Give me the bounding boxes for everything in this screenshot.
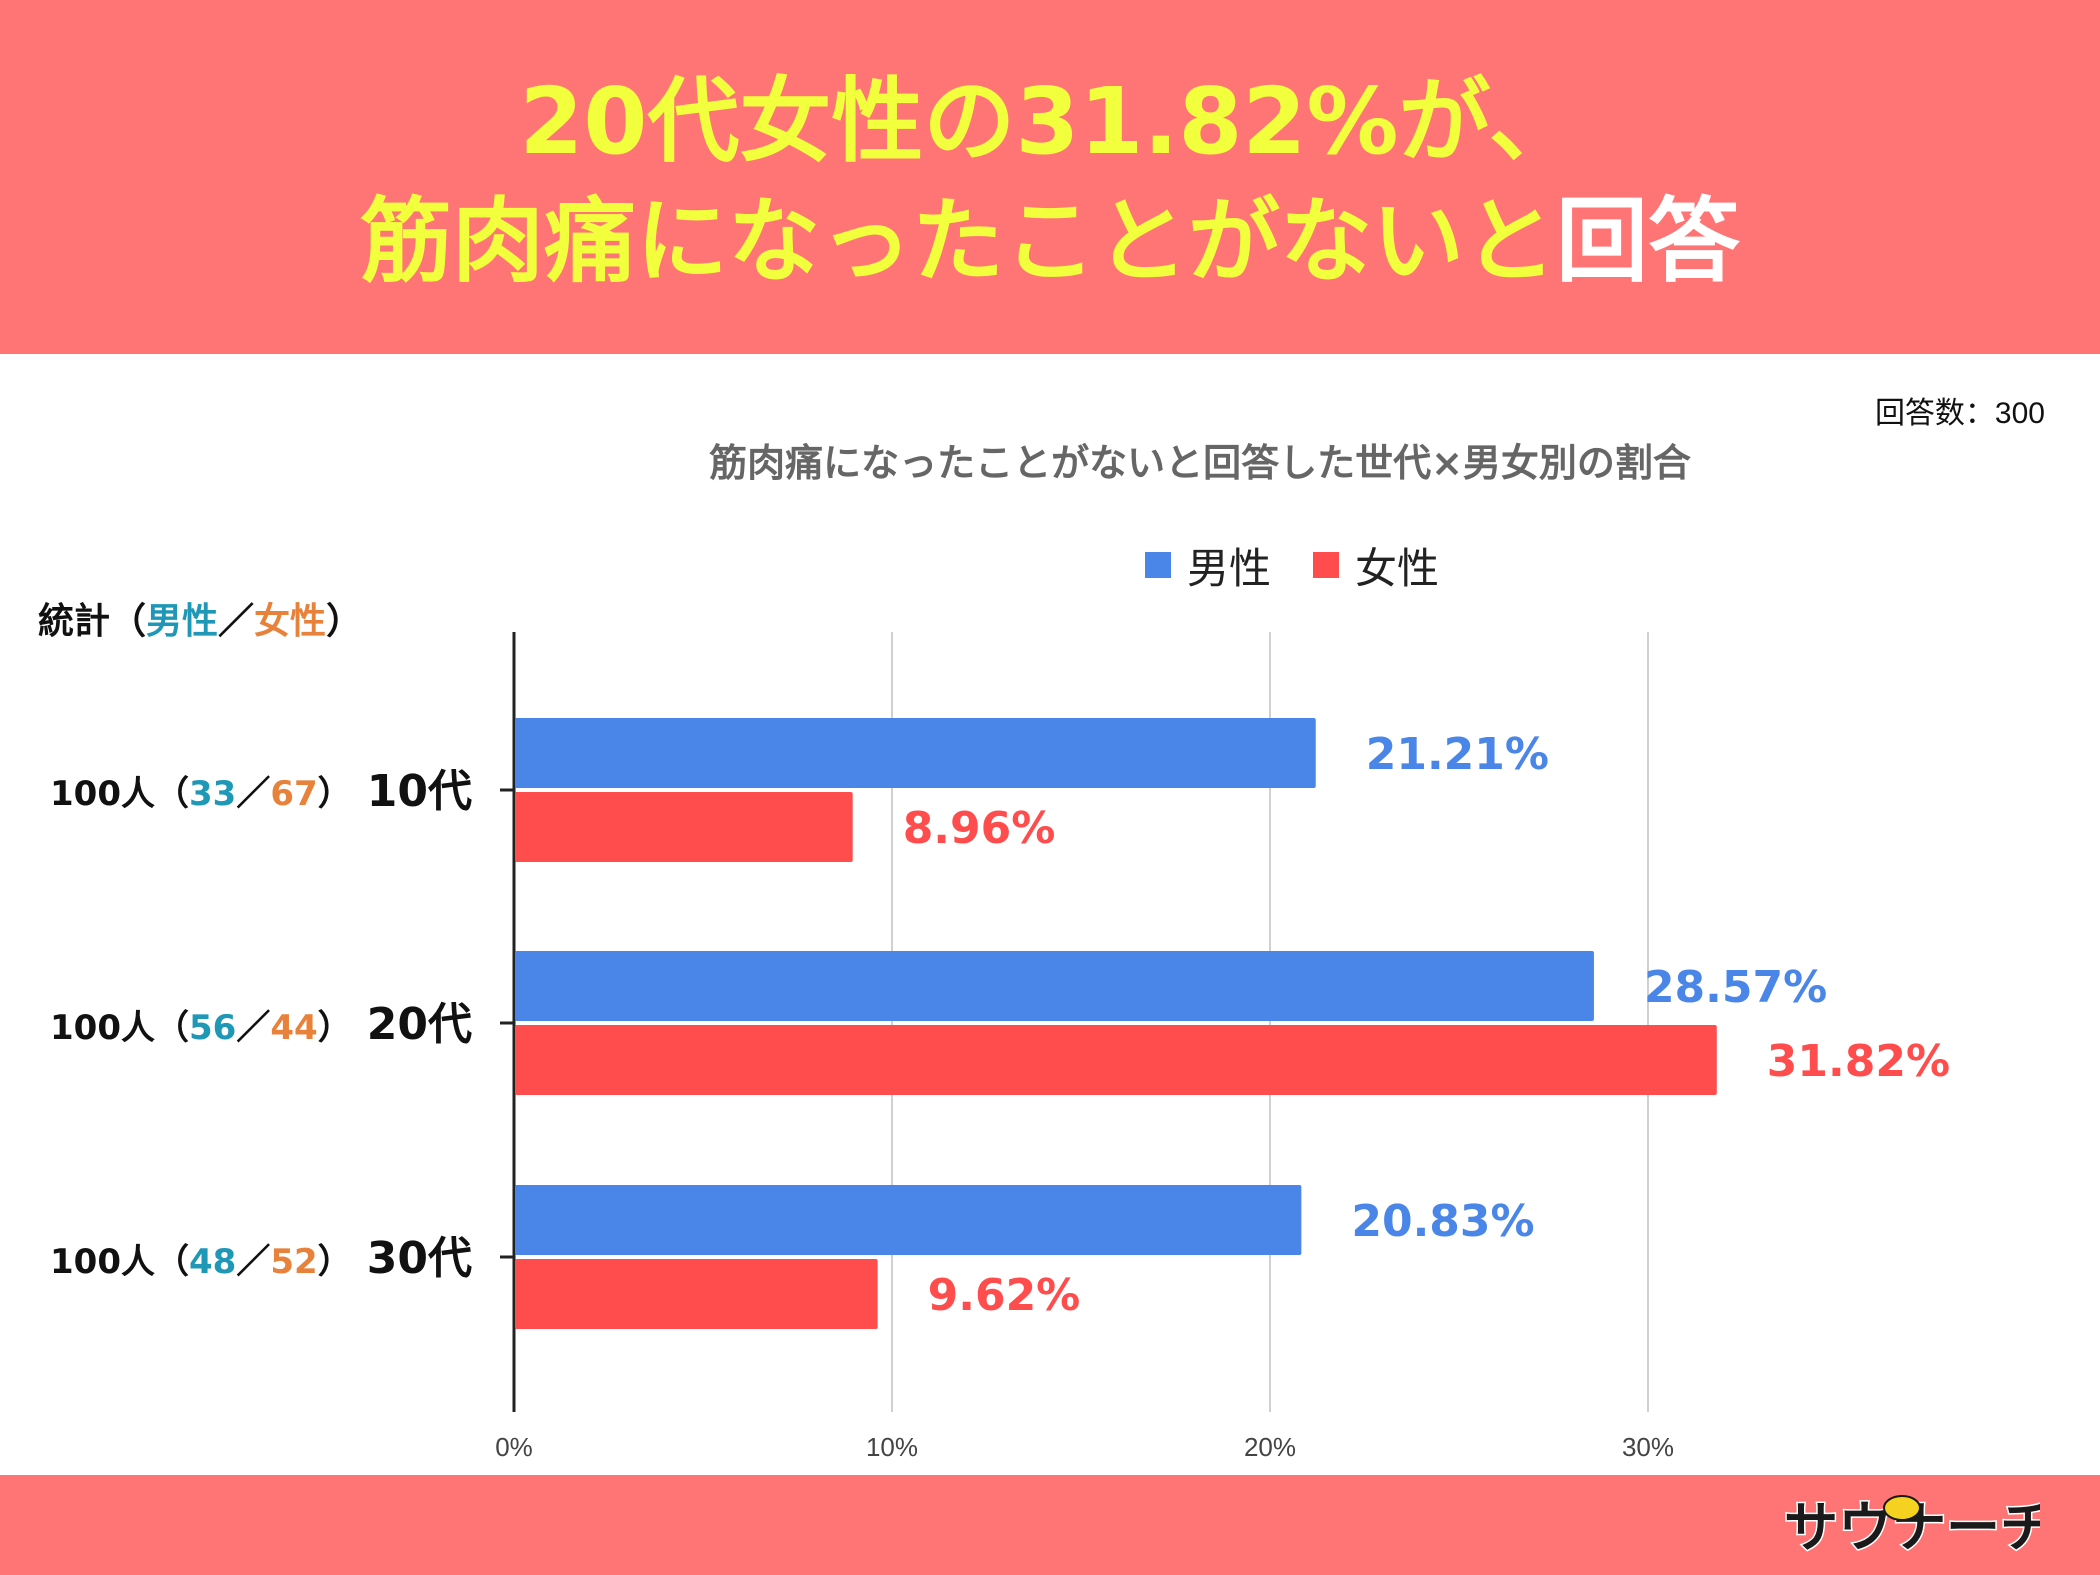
headline-line-1: 20代女性の31.82%が、 <box>519 68 1581 175</box>
stat-sep: ／ <box>236 1242 271 1282</box>
stats-header-male: 男性 <box>146 601 219 642</box>
data-label-female: 9.62% <box>928 1270 1081 1321</box>
bar-female <box>515 792 853 862</box>
headline-line-2-main: 筋肉痛になったことがないと <box>359 188 1556 295</box>
stat-female: 52 <box>270 1242 318 1282</box>
data-label-male: 21.21% <box>1366 729 1549 780</box>
stat-end: ） <box>317 774 352 814</box>
header-banner: 20代女性の31.82%が、 筋肉痛になったことがないと回答 <box>0 0 2100 354</box>
stat-female: 67 <box>270 774 318 814</box>
respondent-count: 回答数：300 <box>1874 397 2045 430</box>
stats-header-sep: ／ <box>218 601 255 642</box>
bar-male <box>515 951 1594 1021</box>
logo-mascot-icon <box>1883 1495 1921 1521</box>
x-tick-label: 10% <box>866 1432 918 1462</box>
data-label-male: 20.83% <box>1351 1196 1534 1247</box>
legend-swatch-male <box>1145 552 1171 578</box>
legend-item-male: 男性 <box>1145 535 1271 596</box>
stat-row-10s: 100人（33／67） <box>50 766 352 815</box>
saunachi-logo: サウナーチ <box>1783 1495 2041 1561</box>
footer-banner <box>0 1475 2100 1575</box>
stat-sep: ／ <box>236 774 271 814</box>
legend-label-male: 男性 <box>1187 543 1272 593</box>
stat-end: ） <box>317 1008 352 1048</box>
data-label-female: 8.96% <box>903 803 1056 854</box>
category-label: 20代 <box>367 999 472 1050</box>
bar-female <box>515 1259 878 1329</box>
chart-legend: 男性 女性 <box>1145 540 1481 593</box>
bar-female <box>515 1025 1717 1095</box>
stat-male: 48 <box>188 1242 237 1282</box>
stat-male: 33 <box>188 774 237 814</box>
headline-line-2: 筋肉痛になったことがないと回答 <box>0 196 2100 288</box>
stat-female: 44 <box>270 1008 318 1048</box>
stat-total: 100人（ <box>50 774 189 814</box>
data-label-male: 28.57% <box>1644 962 1827 1013</box>
data-label-female: 31.82% <box>1767 1036 1950 1087</box>
stat-sep: ／ <box>236 1008 271 1048</box>
headline-line-2-end: 回答 <box>1556 188 1741 295</box>
x-tick-label: 20% <box>1244 1432 1296 1462</box>
category-label: 10代 <box>367 766 472 817</box>
bar-chart: 0% 10% 20% 30% 10代 21.21% 8.96% 20代 28.57% 31.82%… <box>367 632 1950 1462</box>
stat-row-30s: 100人（48／52） <box>50 1234 352 1283</box>
stat-end: ） <box>317 1242 352 1282</box>
stat-total: 100人（ <box>50 1008 189 1048</box>
bar-male <box>515 1185 1302 1255</box>
stat-total: 100人（ <box>50 1242 189 1282</box>
stats-header: 統計（男性／女性） <box>38 592 362 644</box>
stats-header-prefix: 統計（ <box>38 601 147 642</box>
category-label: 30代 <box>367 1233 472 1284</box>
legend-item-female: 女性 <box>1313 535 1439 596</box>
x-tick-label: 0% <box>495 1432 533 1462</box>
stats-header-female: 女性 <box>254 601 327 642</box>
stats-header-suffix: ） <box>326 601 363 642</box>
stat-male: 56 <box>188 1008 237 1048</box>
bar-male <box>515 718 1316 788</box>
legend-swatch-female <box>1313 552 1340 578</box>
x-tick-label: 30% <box>1622 1432 1674 1462</box>
stat-row-20s: 100人（56／44） <box>50 1000 352 1049</box>
legend-label-female: 女性 <box>1355 543 1440 593</box>
chart-title: 筋肉痛になったことがないと回答した世代×男女別の割合 <box>709 441 1691 485</box>
